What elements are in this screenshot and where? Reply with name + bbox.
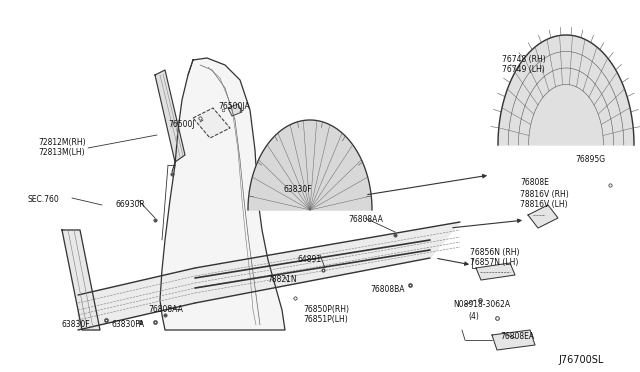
Text: 63830F: 63830F: [62, 320, 91, 329]
Text: 76856N (RH): 76856N (RH): [470, 248, 520, 257]
Text: 76808E: 76808E: [520, 178, 549, 187]
Text: 72812M(RH): 72812M(RH): [38, 138, 86, 147]
Text: 76857N (LH): 76857N (LH): [470, 258, 518, 267]
Polygon shape: [492, 330, 535, 350]
Text: 76851P(LH): 76851P(LH): [303, 315, 348, 324]
Text: 76500J: 76500J: [168, 120, 195, 129]
Text: 76895G: 76895G: [575, 155, 605, 164]
Polygon shape: [528, 205, 558, 228]
Text: 66930R: 66930R: [115, 200, 145, 209]
Text: SEC.760: SEC.760: [28, 195, 60, 204]
Polygon shape: [498, 35, 634, 145]
Text: (4): (4): [468, 312, 479, 321]
Text: 76748 (RH): 76748 (RH): [502, 55, 546, 64]
Text: 76808EA: 76808EA: [500, 332, 534, 341]
Text: 63830F: 63830F: [283, 185, 312, 194]
Polygon shape: [228, 104, 242, 116]
Text: 76808BA: 76808BA: [370, 285, 404, 294]
Text: 63830FA: 63830FA: [112, 320, 145, 329]
Polygon shape: [248, 120, 372, 210]
Text: N08918-3062A: N08918-3062A: [453, 300, 510, 309]
Polygon shape: [476, 263, 515, 280]
Text: 76808AA: 76808AA: [348, 215, 383, 224]
Text: 78816V (LH): 78816V (LH): [520, 200, 568, 209]
Polygon shape: [193, 108, 230, 138]
Text: 78816V (RH): 78816V (RH): [520, 190, 569, 199]
Text: 64891: 64891: [298, 255, 322, 264]
Text: 76808AA: 76808AA: [148, 305, 183, 314]
Text: 76850P(RH): 76850P(RH): [303, 305, 349, 314]
Text: 76500JA: 76500JA: [218, 102, 250, 111]
Polygon shape: [155, 70, 185, 162]
Polygon shape: [78, 222, 460, 330]
Text: 72813M(LH): 72813M(LH): [38, 148, 84, 157]
Text: J76700SL: J76700SL: [558, 355, 604, 365]
Polygon shape: [62, 230, 100, 330]
Polygon shape: [160, 58, 285, 330]
Text: 78821N: 78821N: [267, 275, 296, 284]
Text: 76749 (LH): 76749 (LH): [502, 65, 545, 74]
